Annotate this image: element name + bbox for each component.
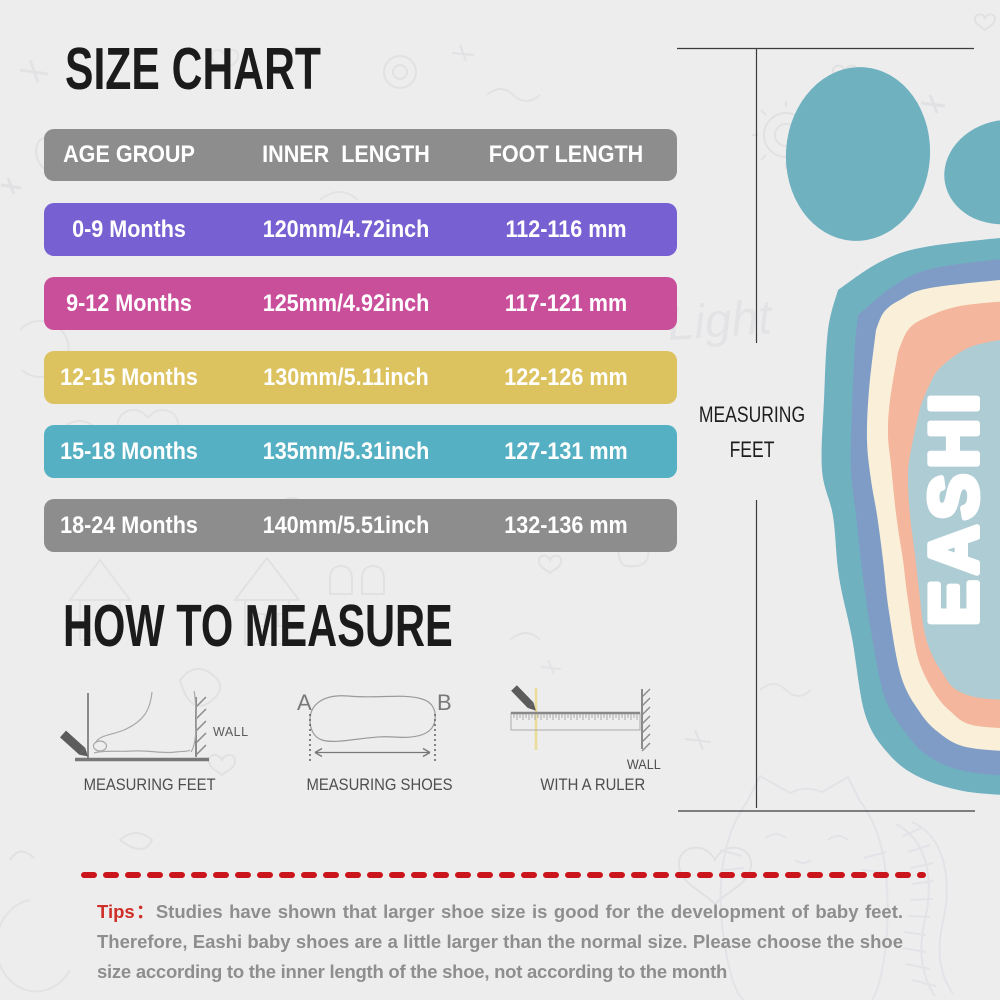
svg-text:A: A (297, 690, 312, 715)
svg-text:WALL: WALL (213, 725, 249, 739)
svg-text:B: B (437, 690, 452, 715)
svg-text:EASHI: EASHI (916, 388, 992, 626)
